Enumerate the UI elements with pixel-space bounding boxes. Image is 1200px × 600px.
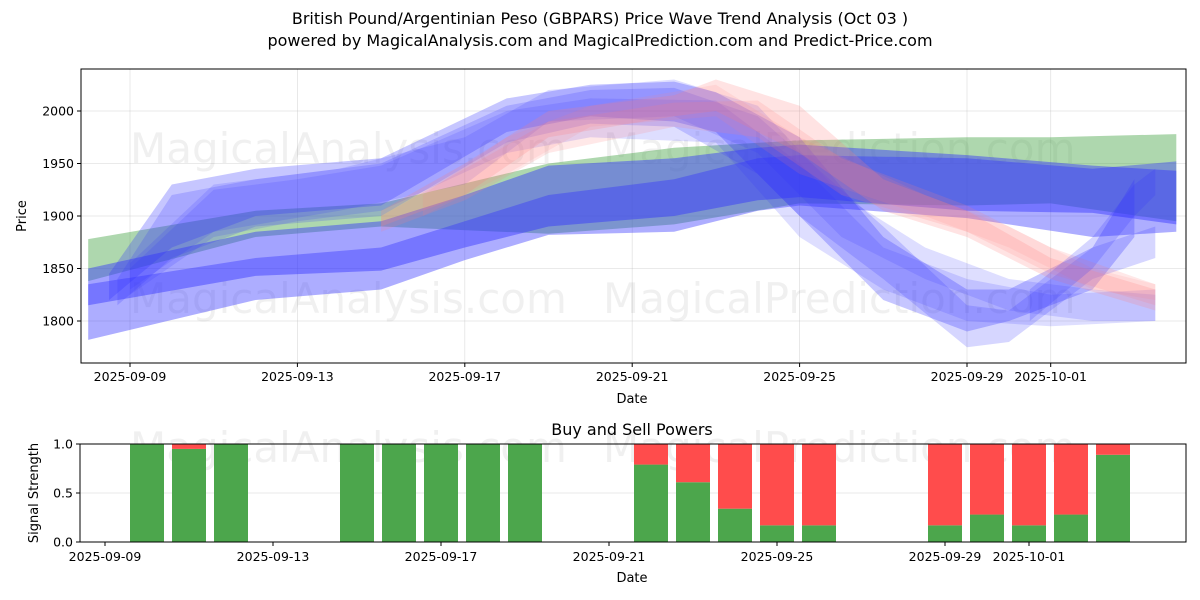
x-tick-label: 2025-09-17 — [428, 369, 501, 384]
x-tick-label: 2025-09-09 — [94, 369, 167, 384]
buy-bar — [802, 525, 836, 542]
x-tick-label: 2025-09-29 — [931, 369, 1004, 384]
x-tick-label: 2025-09-25 — [741, 549, 814, 564]
wave-band-blue-main — [88, 144, 1177, 306]
wave-band-red-2 — [381, 100, 1156, 306]
buy-bar — [718, 508, 752, 542]
y-tick-label: 1900 — [42, 209, 74, 224]
signal-chart-title: Buy and Sell Powers — [551, 420, 713, 439]
watermark: MagicalAnalysis.com — [130, 274, 567, 323]
x-tick-label: 2025-09-09 — [69, 549, 142, 564]
buy-bar — [424, 444, 458, 542]
x-tick-label: 2025-09-21 — [596, 369, 669, 384]
wave-band-blue-upper — [109, 81, 1135, 332]
sell-bar — [928, 444, 962, 526]
watermark: MagicalPrediction.com — [603, 423, 1076, 472]
watermark: MagicalAnalysis.com — [130, 124, 567, 173]
price-x-axis-label: Date — [616, 392, 647, 407]
buy-bar — [970, 514, 1004, 542]
buy-bar — [760, 525, 794, 542]
x-tick-label: 2025-09-25 — [763, 369, 836, 384]
buy-bar — [466, 444, 500, 542]
chart-title: British Pound/Argentinian Peso (GBPARS) … — [291, 9, 909, 28]
sell-bar — [970, 444, 1004, 515]
sell-bar — [1096, 444, 1130, 455]
x-tick-label: 2025-09-13 — [237, 549, 310, 564]
buy-bar — [130, 444, 164, 542]
buy-bar — [508, 444, 542, 542]
wave-bands — [88, 79, 1177, 348]
sell-bar — [1012, 444, 1046, 526]
chart-subtitle: powered by MagicalAnalysis.com and Magic… — [267, 31, 933, 50]
wave-band-blue-lower — [88, 155, 1177, 340]
signal-x-ticks: 2025-09-09 2025-09-13 2025-09-17 2025-09-21… — [69, 542, 1066, 564]
buy-bar — [382, 444, 416, 542]
wave-band-blue-upper-2 — [117, 87, 1156, 348]
y-tick-label: 1850 — [42, 261, 74, 276]
price-grid — [81, 69, 1186, 363]
wave-band-red-3 — [422, 84, 1156, 300]
sell-bar — [718, 444, 752, 509]
price-y-axis-label: Price — [15, 200, 30, 232]
sell-bar — [634, 444, 668, 465]
signal-bars — [130, 444, 1130, 542]
sell-bar — [760, 444, 794, 526]
wave-band-blue-upper-4 — [130, 79, 1156, 321]
x-tick-label: 2025-09-17 — [405, 549, 478, 564]
wave-band-blue-upper-3 — [130, 98, 1156, 327]
x-tick-label: 2025-10-01 — [1014, 369, 1087, 384]
sell-bar — [676, 444, 710, 483]
wave-band-green-trend — [88, 134, 1177, 282]
watermark: MagicalPrediction.com — [603, 124, 1076, 173]
buy-bar — [1054, 514, 1088, 542]
y-tick-label: 2000 — [42, 104, 74, 119]
buy-bar — [634, 464, 668, 542]
watermark: MagicalPrediction.com — [603, 274, 1076, 323]
buy-bar — [676, 482, 710, 542]
buy-bar — [1012, 525, 1046, 542]
buy-bar — [214, 444, 248, 542]
signal-y-ticks: 0.0 0.5 1.0 — [53, 437, 80, 550]
sell-bar — [1054, 444, 1088, 515]
y-tick-label: 0.5 — [53, 486, 73, 501]
y-tick-label: 1800 — [42, 314, 74, 329]
price-y-ticks: 1800 1850 1900 1950 2000 — [42, 104, 81, 329]
price-watermarks: MagicalAnalysis.com MagicalPrediction.co… — [130, 124, 1076, 323]
buy-bar — [1096, 454, 1130, 542]
sell-bar — [802, 444, 836, 526]
buy-bar — [928, 525, 962, 542]
y-tick-label: 1.0 — [53, 437, 73, 452]
x-tick-label: 2025-09-13 — [261, 369, 334, 384]
y-tick-label: 0.0 — [53, 535, 73, 550]
y-tick-label: 1950 — [42, 156, 74, 171]
wave-band-red-1 — [381, 79, 1156, 311]
wave-band-blue-upswing — [1029, 168, 1156, 321]
buy-bar — [172, 448, 206, 542]
signal-y-axis-label: Signal Strength — [27, 443, 42, 543]
x-tick-label: 2025-10-01 — [993, 549, 1066, 564]
buy-bar — [340, 444, 374, 542]
x-tick-label: 2025-09-29 — [909, 549, 982, 564]
price-x-ticks: 2025-09-09 2025-09-13 2025-09-17 2025-09-21… — [94, 363, 1087, 384]
signal-x-axis-label: Date — [616, 571, 647, 586]
sell-bar — [172, 444, 206, 449]
x-tick-label: 2025-09-21 — [573, 549, 646, 564]
